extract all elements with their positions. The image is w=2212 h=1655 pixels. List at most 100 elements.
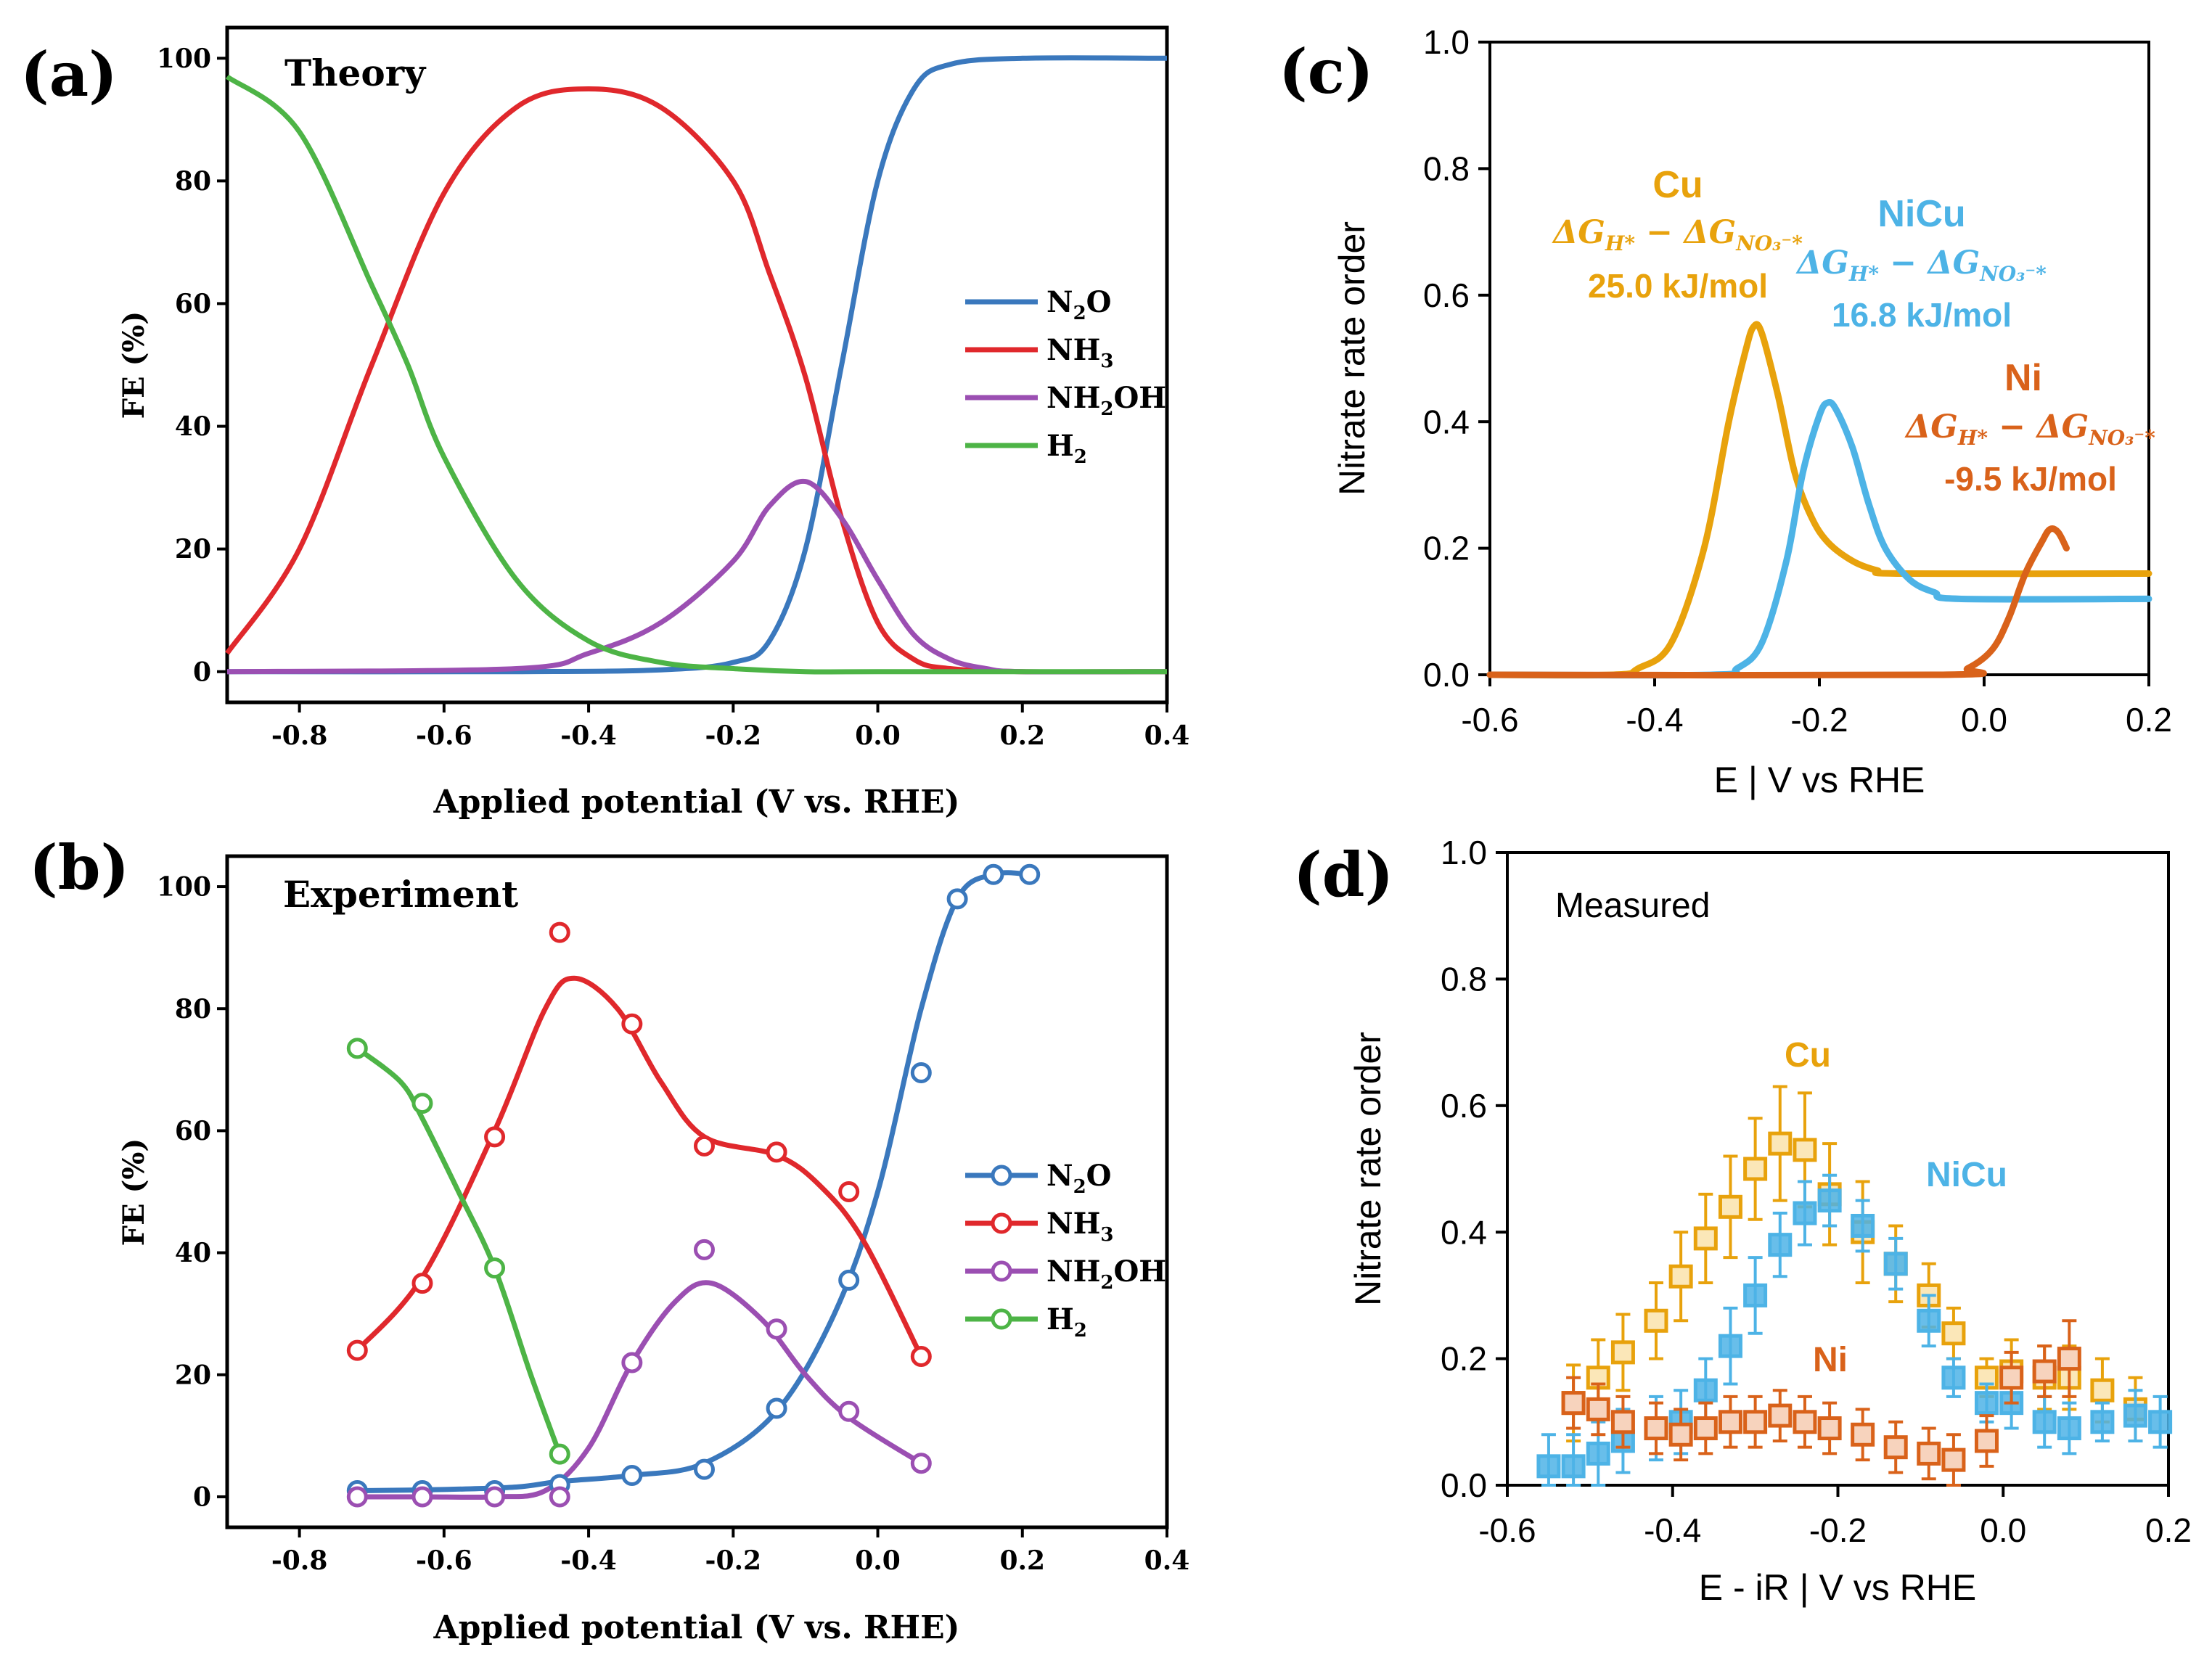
data-point-h2 (411, 1093, 433, 1114)
data-point-cu (1610, 1340, 1635, 1365)
y-tick-label: 20 (175, 534, 211, 564)
tick-marks: -0.6 -0.4 -0.2 0.0 0.2 0.0 0.2 0.4 0.6 0.8 1.0 (1423, 23, 2172, 739)
y-tick-label: 80 (175, 994, 211, 1024)
data-point-nh2oh (766, 1318, 787, 1340)
data-point-n2o (946, 888, 968, 910)
series-line-n2o (357, 870, 1030, 1493)
y-axis-label: FE (%) (117, 1138, 151, 1247)
cu-annotation: Cu (1785, 1036, 1831, 1075)
data-point-cu (2090, 1378, 2115, 1403)
series-line-h2 (356, 1046, 562, 1455)
y-tick-label: 0.6 (1423, 276, 1470, 314)
data-point-nicu (1941, 1366, 1966, 1390)
x-tick-label: -0.4 (1644, 1511, 1701, 1549)
panel-title: Experiment (283, 873, 518, 916)
x-tick-label: 0.2 (999, 720, 1045, 751)
data-point-nh2oh (484, 1486, 506, 1508)
x-tick-label: -0.2 (1790, 701, 1848, 739)
legend-label: H2 (1046, 429, 1087, 468)
panel-a: -0.8 -0.6 -0.4 -0.2 0.0 0.2 0.4 0 20 40 60 80 100 N2… (20, 25, 1189, 821)
panel-label: (a) (20, 38, 118, 110)
panel-d: -0.6 -0.4 -0.2 0.0 0.2 0.0 0.2 0.4 0.6 0.8 1.0 (d)… (1293, 834, 2192, 1608)
nicu-energy-value: 16.8 kJ/mol (1832, 296, 2012, 334)
data-point-nh3 (621, 1013, 643, 1035)
data-point-nicu (1793, 1201, 1817, 1225)
y-tick-label: 0.4 (1441, 1213, 1487, 1251)
data-point-ni (1793, 1410, 1817, 1434)
y-tick-label: 0.0 (1441, 1466, 1487, 1504)
legend-label: H2 (1046, 1302, 1087, 1342)
legend-label: NH3 (1046, 1207, 1113, 1246)
x-tick-label: 0.4 (1144, 720, 1190, 751)
data-point-ni (2032, 1359, 2057, 1384)
x-tick-label: -0.8 (271, 720, 328, 751)
data-point-nicu (1561, 1454, 1586, 1479)
x-axis-label: E | V vs RHE (1714, 760, 1925, 800)
panel-b: -0.8 -0.6 -0.4 -0.2 0.0 0.2 0.4 0 20 40 60 80 100 N2… (29, 831, 1189, 1646)
y-axis-label: Nitrate rate order (1332, 221, 1372, 496)
y-tick-label: 0.4 (1423, 403, 1470, 440)
legend-label: NH3 (1046, 333, 1113, 372)
data-point-nh3 (411, 1273, 433, 1294)
data-point-n2o (766, 1397, 787, 1419)
x-tick-label: 0.2 (999, 1545, 1045, 1576)
data-point-nicu (1917, 1308, 1941, 1333)
series-line-nh3 (225, 86, 1168, 675)
y-axis-label: Nitrate rate order (1348, 1032, 1388, 1306)
y-tick-label: 0 (193, 657, 211, 687)
data-point-ni (1917, 1441, 1941, 1466)
data-point-nh3 (693, 1135, 715, 1157)
ni-label: Ni (2004, 357, 2042, 399)
legend: N2O NH3 NH2OH H2 (965, 285, 1166, 468)
legend-label: N2O (1046, 1159, 1112, 1198)
data-point-ni (1851, 1422, 1875, 1447)
x-axis-label: Applied potential (V vs. RHE) (433, 784, 960, 821)
series-line-ni (1486, 525, 2070, 679)
y-tick-label: 0 (193, 1482, 211, 1513)
data-point-nicu (1536, 1454, 1561, 1479)
data-point-ni (1610, 1410, 1635, 1434)
panel-title: Measured (1555, 887, 1710, 925)
cu-energy-value: 25.0 kJ/mol (1588, 267, 1768, 305)
x-tick-label: 0.0 (1961, 701, 2007, 739)
data-point-cu (1718, 1194, 1742, 1219)
data-point-nh2oh (838, 1400, 860, 1422)
tick-marks: -0.8 -0.6 -0.4 -0.2 0.0 0.2 0.4 0 20 40 60 80 100 (157, 44, 1189, 751)
y-tick-label: 40 (175, 411, 211, 442)
nicu-annotation: NiCu (1926, 1156, 2007, 1194)
panel-c: -0.6 -0.4 -0.2 0.0 0.2 0.0 0.2 0.4 0.6 0.8 1.0 (c)… (1279, 23, 2172, 800)
data-point-cu (1743, 1157, 1768, 1181)
data-point-nh2oh (910, 1453, 932, 1474)
data-point-nicu (2148, 1410, 2173, 1434)
legend-swatch-marker (991, 1165, 1012, 1186)
nicu-annotation: NiCu ΔGH* − ΔGNO₃⁻* 16.8 kJ/mol (1795, 193, 2047, 334)
y-axis-label: FE (%) (117, 311, 151, 419)
data-point-n2o (983, 863, 1004, 885)
data-point-nh2oh (411, 1486, 433, 1508)
y-tick-label: 60 (175, 289, 211, 319)
data-point-nicu (2032, 1410, 2057, 1434)
data-point-n2o (838, 1269, 860, 1291)
data-point-nh3 (910, 1346, 932, 1368)
y-tick-label: 0.8 (1423, 150, 1470, 188)
x-tick-label: -0.6 (416, 1545, 472, 1576)
x-tick-label: -0.2 (1809, 1511, 1867, 1549)
data-point-nicu (2057, 1416, 2081, 1441)
x-tick-label: -0.8 (271, 1545, 328, 1576)
legend: N2O NH3 NH2OH H2 (965, 1159, 1166, 1342)
data-point-ni (1817, 1416, 1842, 1441)
y-tick-label: 100 (157, 872, 211, 903)
panel-title: Theory (284, 52, 427, 94)
data-point-h2 (346, 1038, 368, 1059)
data-point-nh3 (484, 1126, 506, 1148)
cu-annotation: Cu ΔGH* − ΔGNO₃⁻* 25.0 kJ/mol (1552, 164, 1803, 305)
data-point-nicu (1851, 1213, 1875, 1238)
data-point-cu (1644, 1308, 1668, 1333)
y-tick-label: 20 (175, 1360, 211, 1390)
data-point-nh3 (549, 921, 570, 943)
y-tick-label: 100 (157, 44, 211, 74)
data-point-n2o (910, 1062, 932, 1084)
y-tick-label: 0.2 (1441, 1340, 1487, 1378)
data-point-ni (1974, 1429, 1999, 1453)
